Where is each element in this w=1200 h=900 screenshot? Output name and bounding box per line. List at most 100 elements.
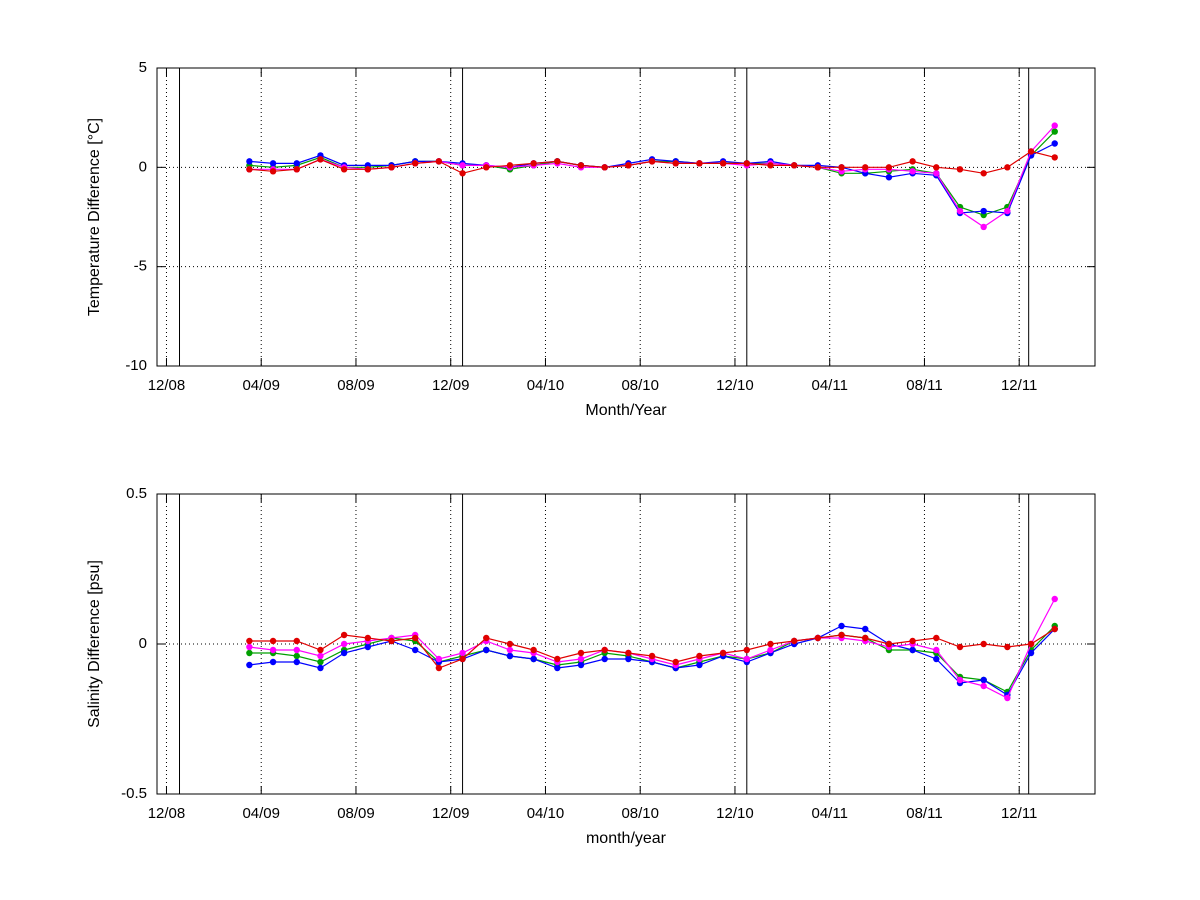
y-tick-label: -5	[134, 258, 147, 275]
y-tick-label: -10	[125, 357, 147, 374]
data-point	[293, 637, 300, 645]
x-tick-label: 12/08	[148, 805, 186, 822]
data-point	[1027, 640, 1035, 648]
data-point	[1004, 207, 1011, 215]
y-axis-label: Temperature Difference [°C]	[86, 118, 103, 316]
data-point	[577, 162, 585, 169]
data-point	[317, 658, 324, 666]
data-point	[980, 223, 987, 231]
data-point	[601, 655, 608, 663]
data-point	[625, 162, 632, 169]
data-point	[1027, 649, 1035, 657]
x-axis-label: month/year	[586, 830, 667, 847]
data-point	[317, 156, 324, 163]
data-point	[459, 170, 466, 177]
x-tick-label: 12/09	[432, 805, 470, 822]
data-point	[435, 655, 443, 663]
data-point	[269, 646, 277, 654]
x-tick-label: 04/09	[242, 377, 280, 394]
data-point	[459, 162, 466, 169]
data-point	[648, 158, 656, 165]
data-point	[554, 664, 561, 672]
data-point	[1004, 643, 1011, 651]
data-point	[340, 631, 348, 639]
data-point	[411, 160, 419, 167]
series-line	[249, 142, 1055, 214]
x-tick-label: 08/09	[337, 805, 375, 822]
data-point	[885, 164, 893, 171]
data-point	[388, 164, 395, 171]
data-point	[269, 160, 277, 167]
data-point	[530, 646, 537, 654]
data-point	[838, 164, 845, 171]
data-point	[483, 634, 490, 642]
data-point	[317, 652, 324, 660]
data-point	[435, 664, 443, 672]
data-point	[364, 166, 372, 173]
data-point	[696, 652, 703, 660]
data-point	[885, 174, 893, 181]
x-tick-label: 08/11	[906, 805, 942, 822]
data-point	[411, 646, 419, 654]
data-point	[246, 661, 253, 669]
data-point	[648, 652, 656, 660]
data-point	[317, 664, 324, 672]
x-tick-label: 04/11	[811, 377, 847, 394]
data-point	[956, 207, 964, 215]
data-point	[933, 170, 940, 177]
data-point	[696, 160, 703, 167]
data-point	[530, 655, 537, 663]
data-point	[1051, 140, 1058, 147]
data-point	[293, 652, 300, 660]
x-tick-label: 12/10	[716, 805, 754, 822]
data-point	[743, 655, 751, 663]
data-point	[1051, 625, 1058, 633]
data-point	[956, 676, 964, 684]
data-point	[1051, 154, 1058, 161]
data-point	[293, 658, 300, 666]
data-point	[838, 622, 845, 630]
data-point	[1004, 694, 1011, 702]
y-tick-label: 0.5	[126, 485, 147, 502]
data-point	[506, 646, 514, 654]
data-point	[577, 649, 585, 657]
data-point	[790, 637, 798, 645]
data-point	[980, 640, 987, 648]
x-tick-label: 12/09	[432, 377, 470, 394]
data-point	[956, 166, 964, 173]
data-point	[435, 158, 443, 165]
data-point	[506, 640, 514, 648]
data-point	[530, 160, 537, 167]
data-point	[1004, 164, 1011, 171]
y-axis-label: Salinity Difference [psu]	[86, 560, 103, 728]
x-tick-label: 12/11	[1001, 805, 1037, 822]
x-tick-label: 08/11	[906, 377, 942, 394]
x-tick-label: 04/09	[242, 805, 280, 822]
data-point	[814, 164, 822, 171]
data-point	[956, 643, 964, 651]
data-point	[838, 631, 845, 639]
data-point	[980, 676, 987, 684]
data-point	[672, 160, 679, 167]
data-point	[909, 646, 916, 654]
x-tick-label: 12/08	[148, 377, 186, 394]
data-point	[719, 649, 727, 657]
y-tick-label: -0.5	[121, 785, 147, 802]
data-point	[293, 166, 300, 173]
data-point	[672, 658, 679, 666]
data-point	[767, 162, 774, 169]
data-point	[340, 166, 348, 173]
x-axis-label: Month/Year	[585, 402, 667, 419]
data-point	[1027, 148, 1035, 155]
x-tick-label: 12/10	[716, 377, 754, 394]
data-point	[862, 634, 869, 642]
data-point	[411, 634, 419, 642]
data-point	[933, 646, 940, 654]
x-tick-label: 04/10	[527, 377, 565, 394]
data-point	[506, 162, 514, 169]
y-tick-label: 0	[139, 158, 147, 175]
data-point	[625, 649, 632, 657]
data-point	[980, 170, 987, 177]
data-point	[909, 637, 916, 645]
data-point	[246, 637, 253, 645]
